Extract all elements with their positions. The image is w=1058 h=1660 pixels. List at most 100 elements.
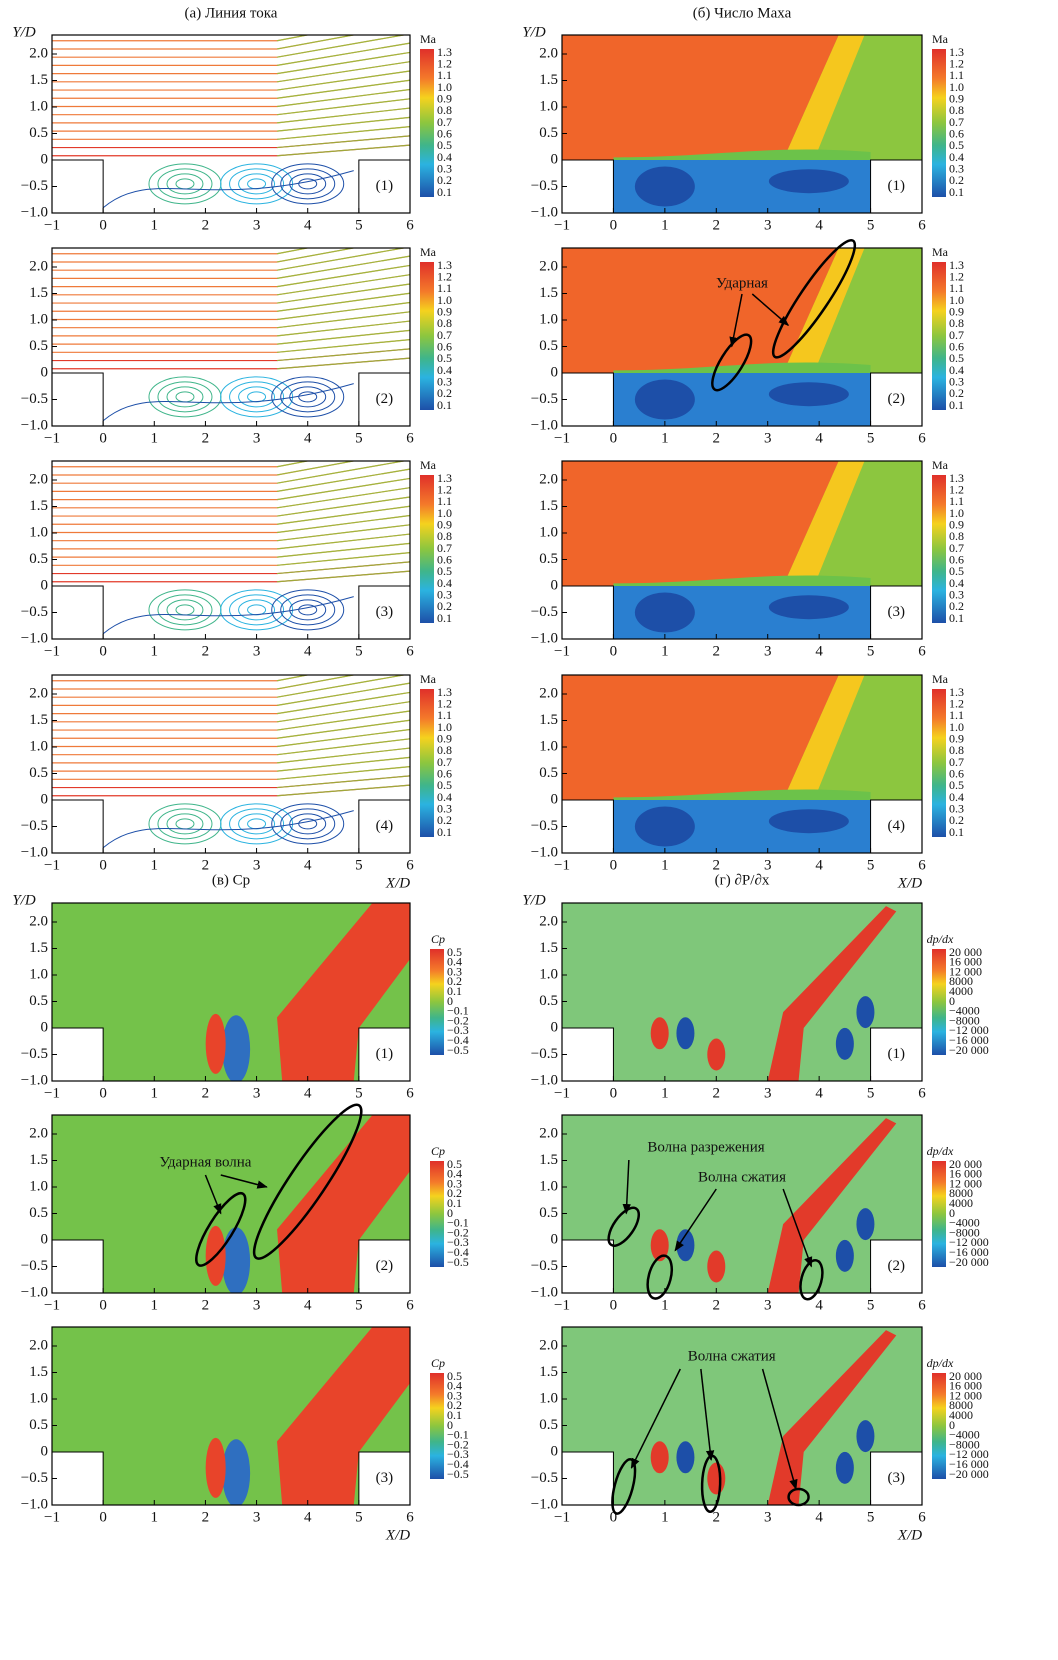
y-tick-label: −0.5 [531, 178, 558, 194]
x-tick-label: 1 [151, 430, 159, 446]
colorbar-title: Ma [420, 32, 437, 46]
x-tick-label: 4 [815, 1085, 823, 1101]
y-tick-label: 1.5 [29, 940, 48, 956]
panel-label: (4) [888, 818, 906, 834]
panel-label: (2) [888, 391, 906, 407]
panel-label: (1) [376, 1046, 394, 1062]
panel: (3)−10123456−1.0−0.500.51.01.52.0X/Ddp/d… [531, 1327, 989, 1543]
blob [707, 1463, 725, 1495]
y-tick-label: 0 [551, 1443, 559, 1459]
colorbar [420, 262, 434, 410]
x-tick-label: 4 [304, 430, 312, 446]
colorbar [932, 1373, 946, 1479]
low-pressure [222, 1439, 250, 1507]
x-tick-label: 6 [918, 1509, 926, 1525]
y-tick-label: −1.0 [531, 1072, 558, 1088]
field [52, 1113, 410, 1295]
x-tick-label: 6 [918, 857, 926, 873]
x-tick-label: 6 [406, 643, 414, 659]
colorbar-title: Ma [932, 245, 949, 259]
y-tick-label: 0.5 [539, 765, 558, 781]
colorbar-label: −0.5 [447, 1043, 469, 1057]
y-tick-label: −0.5 [531, 818, 558, 834]
x-tick-label: 1 [661, 643, 669, 659]
x-tick-label: 2 [713, 217, 721, 233]
x-tick-label: 1 [151, 643, 159, 659]
y-tick-label: 0.5 [539, 1205, 558, 1221]
x-tick-label: 0 [610, 643, 618, 659]
blob [676, 1441, 694, 1473]
x-tick-label: 2 [202, 1509, 210, 1525]
y-axis-label: Y/D [522, 892, 546, 908]
x-tick-label: 4 [815, 643, 823, 659]
y-tick-label: −0.5 [21, 604, 48, 620]
y-tick-label: 0 [551, 791, 559, 807]
colorbar-label: 0.1 [437, 185, 452, 199]
left-wall [562, 1028, 613, 1081]
y-axis-label: Y/D [12, 892, 36, 908]
cavity [103, 373, 359, 426]
panel-label: (3) [888, 604, 906, 620]
colorbar-label: −20 000 [949, 1255, 989, 1269]
y-tick-label: 0 [41, 151, 49, 167]
panel: (1)−10123456−1.0−0.500.51.01.52.0Y/DMa1.… [12, 15, 452, 233]
y-tick-label: 1.5 [539, 1364, 558, 1380]
y-tick-label: −0.5 [21, 1258, 48, 1274]
x-tick-label: 6 [406, 1509, 414, 1525]
y-tick-label: 2.0 [29, 471, 48, 487]
left-wall [52, 1452, 103, 1505]
x-tick-label: 5 [867, 1085, 875, 1101]
y-tick-label: 0.5 [29, 125, 48, 141]
y-tick-label: 1.0 [29, 98, 48, 114]
y-tick-label: −1.0 [531, 1496, 558, 1512]
panel: (3)−10123456−1.0−0.500.51.01.52.0Ma1.31.… [531, 458, 964, 660]
y-tick-label: 2.0 [539, 1337, 558, 1353]
colorbar-title: dp/dx [927, 932, 954, 946]
field [52, 655, 410, 853]
x-tick-label: 3 [764, 217, 772, 233]
x-tick-label: 6 [918, 643, 926, 659]
blob [856, 1420, 874, 1452]
cavity [103, 586, 359, 639]
panel: (3)−10123456−1.0−0.500.51.01.52.0X/DCp0.… [21, 1325, 469, 1544]
x-tick-label: 0 [610, 1085, 618, 1101]
y-tick-label: 1.0 [29, 1390, 48, 1406]
panel: (4)−10123456−1.0−0.500.51.01.52.0X/DMa1.… [21, 655, 452, 891]
y-tick-label: 1.5 [29, 1152, 48, 1168]
colorbar [932, 49, 946, 197]
x-tick-label: 3 [253, 857, 261, 873]
x-tick-label: 2 [713, 430, 721, 446]
y-tick-label: −1.0 [531, 417, 558, 433]
panel: (3)−10123456−1.0−0.500.51.01.52.0Ma1.31.… [21, 441, 452, 659]
x-tick-label: 5 [355, 217, 363, 233]
y-tick-label: 0.5 [539, 993, 558, 1009]
figure-title: (в) Cp [212, 872, 250, 888]
x-tick-label: 2 [713, 857, 721, 873]
x-tick-label: 1 [661, 1297, 669, 1313]
x-tick-label: 5 [355, 430, 363, 446]
x-tick-label: 1 [151, 1085, 159, 1101]
low-pressure [222, 1015, 250, 1083]
x-tick-label: 1 [661, 1085, 669, 1101]
y-tick-label: 0 [41, 364, 49, 380]
y-tick-label: 0 [551, 1019, 559, 1035]
cavity [103, 160, 359, 213]
y-tick-label: −0.5 [531, 1258, 558, 1274]
colorbar-label: 0.1 [437, 825, 452, 839]
y-tick-label: 1.5 [539, 712, 558, 728]
y-tick-label: 0 [41, 791, 49, 807]
panel-label: (3) [376, 1470, 394, 1486]
colorbar-title: Ma [420, 458, 437, 472]
y-tick-label: 2.0 [29, 685, 48, 701]
x-tick-label: 0 [99, 643, 107, 659]
x-tick-label: 3 [253, 430, 261, 446]
y-tick-label: 1.0 [29, 966, 48, 982]
x-tick-label: 2 [202, 1297, 210, 1313]
left-wall [52, 160, 103, 213]
x-tick-label: 0 [99, 430, 107, 446]
y-tick-label: 0.5 [539, 338, 558, 354]
y-tick-label: −1.0 [21, 630, 48, 646]
x-tick-label: 2 [713, 1085, 721, 1101]
y-tick-label: −1.0 [21, 1284, 48, 1300]
colorbar-label: −20 000 [949, 1043, 989, 1057]
